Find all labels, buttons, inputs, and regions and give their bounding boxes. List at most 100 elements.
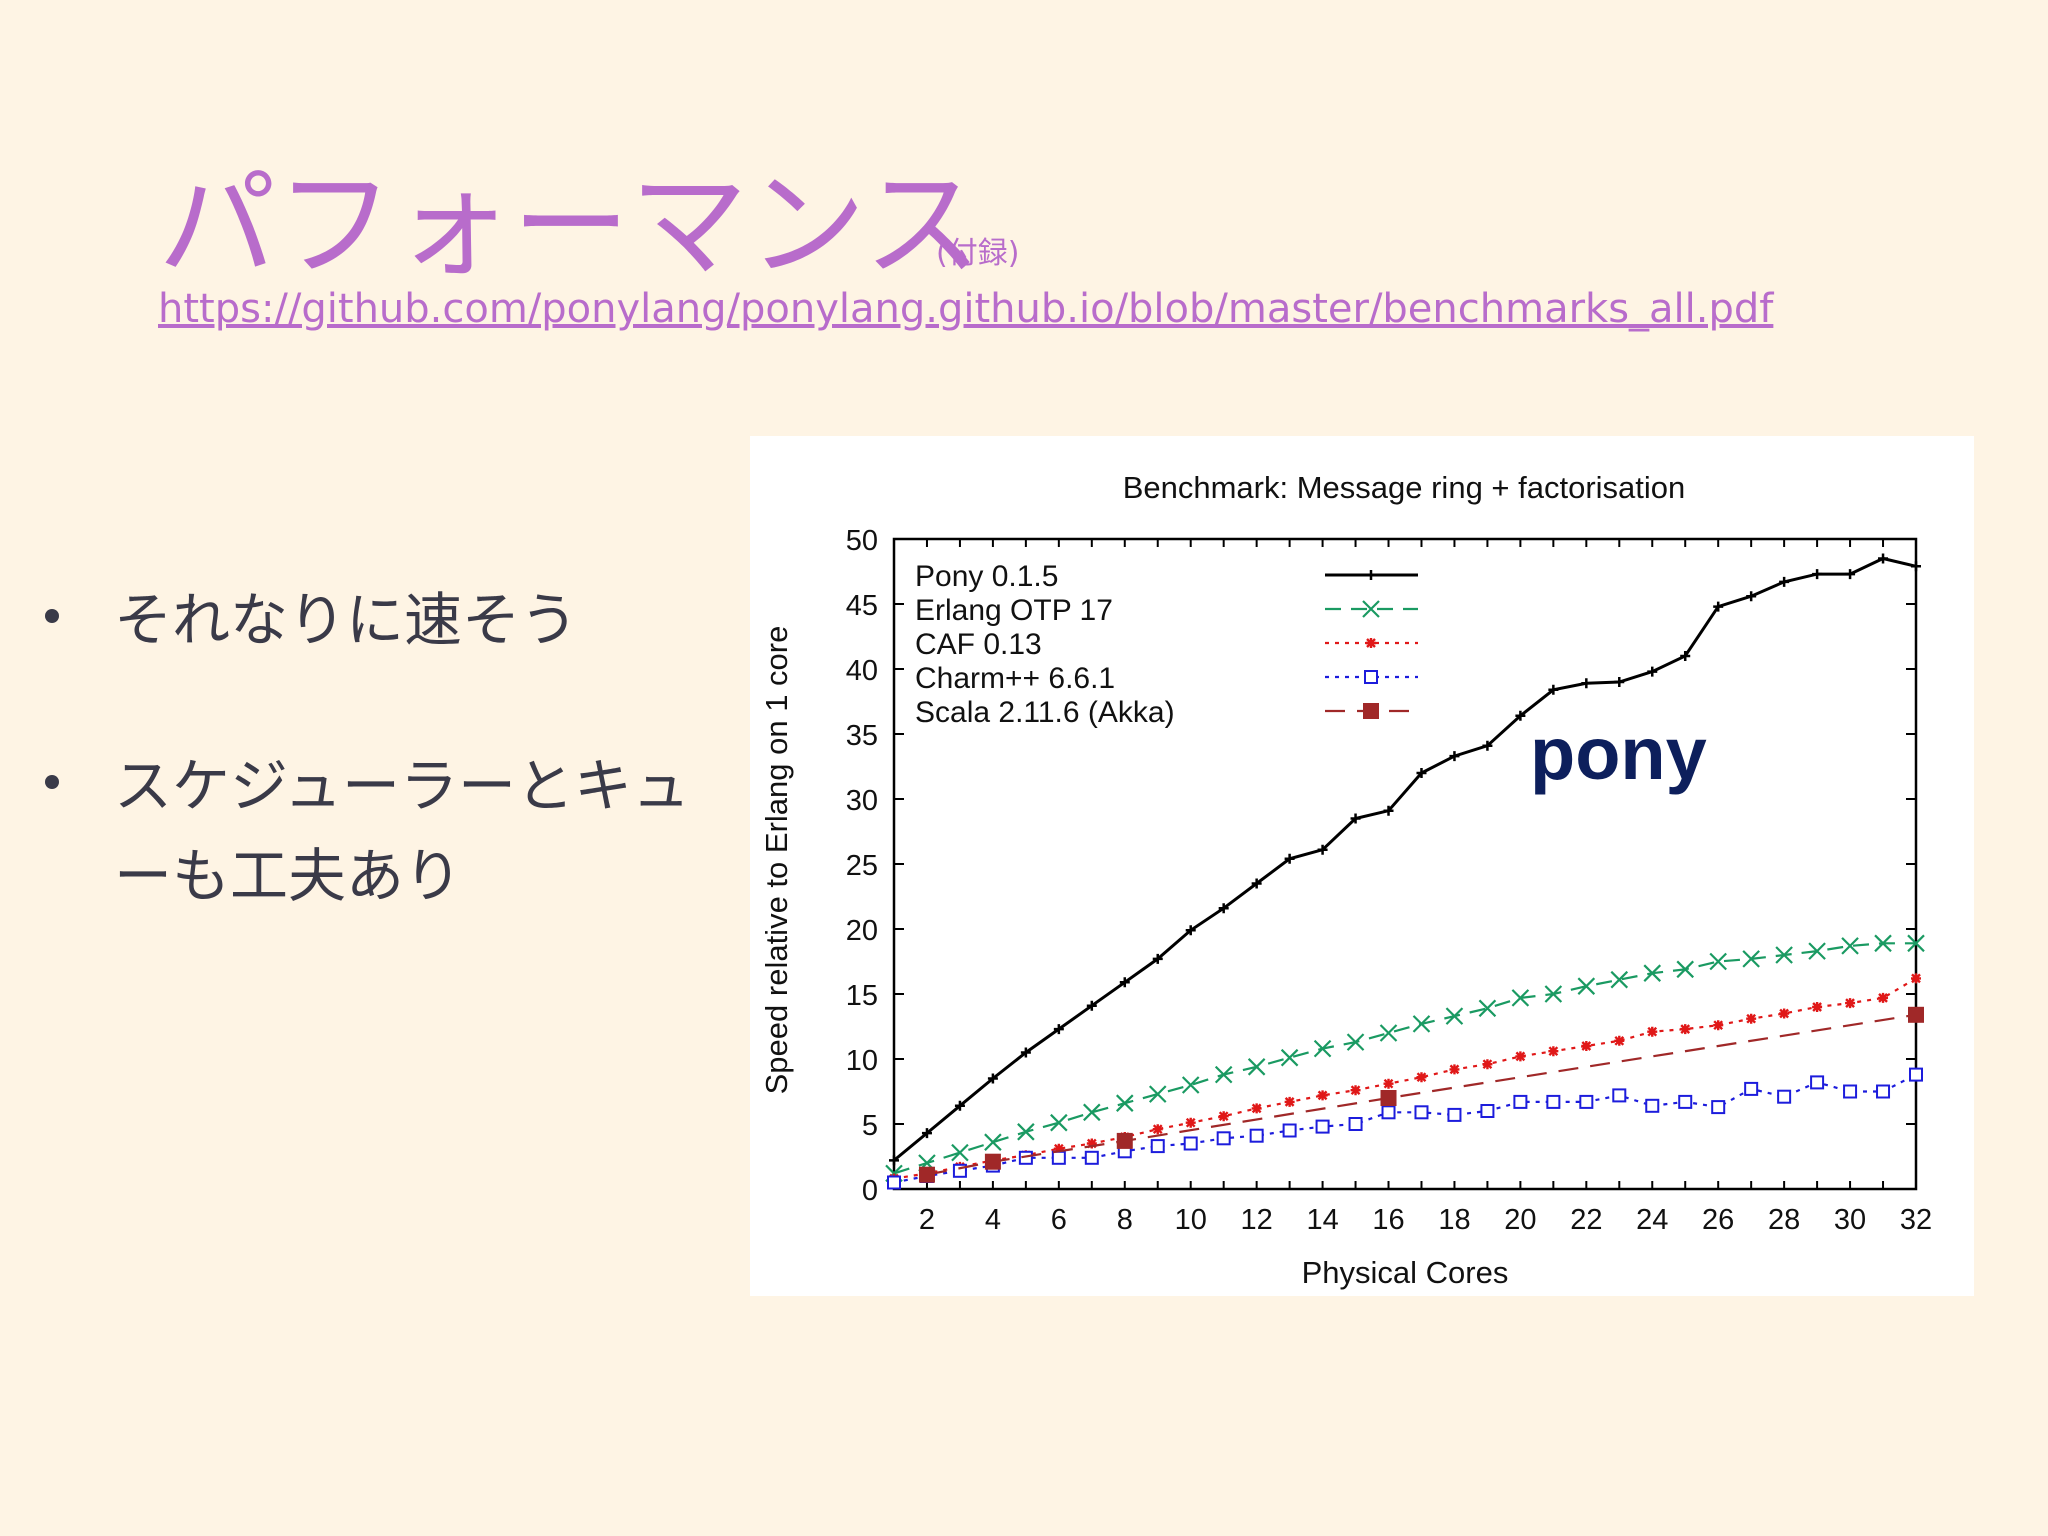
data-point bbox=[1346, 1033, 1365, 1051]
data-point bbox=[1214, 1065, 1233, 1084]
x-tick-label: 12 bbox=[1241, 1204, 1273, 1236]
data-point bbox=[1148, 1085, 1167, 1103]
data-point bbox=[987, 1073, 998, 1084]
slide-title: パフォーマンス bbox=[158, 156, 982, 294]
data-point bbox=[1647, 1026, 1658, 1037]
data-point bbox=[1380, 1090, 1397, 1106]
series-4 bbox=[918, 1006, 1924, 1183]
data-point bbox=[1746, 1013, 1757, 1024]
data-point bbox=[1878, 992, 1889, 1003]
data-point bbox=[1907, 934, 1925, 953]
data-point bbox=[1647, 666, 1658, 677]
x-tick-label: 4 bbox=[985, 1204, 1001, 1236]
data-point bbox=[1548, 684, 1559, 695]
x-tick-label: 32 bbox=[1900, 1204, 1932, 1236]
data-point bbox=[1282, 1123, 1297, 1138]
benchmark-chart-panel: Benchmark: Message ring + factorisation … bbox=[750, 436, 1974, 1296]
legend-label: CAF 0.13 bbox=[915, 628, 1042, 661]
data-point bbox=[1742, 950, 1760, 968]
data-point bbox=[1680, 651, 1691, 661]
y-tick-label: 15 bbox=[846, 980, 878, 1012]
source-link[interactable]: https://github.com/ponylang/ponylang.git… bbox=[158, 286, 1774, 332]
series-3 bbox=[887, 1067, 1923, 1190]
series-line bbox=[893, 942, 1916, 1175]
data-point bbox=[1315, 1119, 1330, 1134]
data-point bbox=[1643, 964, 1662, 982]
data-point bbox=[1812, 569, 1823, 580]
data-point bbox=[1544, 985, 1563, 1003]
data-point bbox=[1548, 1046, 1559, 1057]
y-axis-label: Speed relative to Erlang on 1 core bbox=[759, 626, 794, 1095]
data-point bbox=[1878, 553, 1889, 564]
data-point bbox=[1713, 1020, 1724, 1031]
data-point bbox=[1645, 1098, 1660, 1113]
x-tick-label: 18 bbox=[1438, 1204, 1470, 1236]
data-point bbox=[1348, 1117, 1363, 1131]
data-point bbox=[1449, 751, 1460, 762]
data-point bbox=[1280, 1048, 1299, 1067]
data-point bbox=[889, 1155, 899, 1166]
data-point bbox=[1577, 977, 1596, 995]
benchmark-chart: Benchmark: Message ring + factorisation … bbox=[759, 470, 1932, 1290]
data-point bbox=[1746, 591, 1757, 602]
plot-frame bbox=[892, 537, 1918, 1191]
data-point bbox=[1366, 570, 1376, 580]
data-point bbox=[1416, 768, 1427, 778]
x-tick-label: 20 bbox=[1504, 1204, 1536, 1236]
data-point bbox=[1183, 1136, 1198, 1151]
series-line bbox=[893, 556, 1917, 1162]
data-point bbox=[951, 1143, 969, 1162]
legend-label: Charm++ 6.6.1 bbox=[915, 662, 1115, 695]
x-tick-label: 6 bbox=[1051, 1204, 1067, 1236]
data-point bbox=[1414, 1105, 1429, 1120]
x-tick-label: 2 bbox=[919, 1204, 935, 1236]
data-point bbox=[1777, 1089, 1792, 1104]
series-line bbox=[893, 1073, 1917, 1184]
y-tick-label: 40 bbox=[846, 655, 878, 687]
x-tick-label: 14 bbox=[1306, 1204, 1338, 1236]
data-point bbox=[1841, 937, 1859, 955]
legend-label: Pony 0.1.5 bbox=[915, 560, 1058, 593]
data-point bbox=[1614, 677, 1625, 687]
data-point bbox=[954, 1100, 965, 1111]
data-point bbox=[1350, 1085, 1361, 1096]
data-point bbox=[1383, 805, 1394, 816]
data-point bbox=[1511, 989, 1530, 1007]
data-point bbox=[1515, 1051, 1526, 1062]
data-point bbox=[1150, 1139, 1165, 1154]
data-point bbox=[1876, 1084, 1891, 1099]
data-point bbox=[1053, 1143, 1064, 1154]
bullet-dot bbox=[45, 609, 59, 623]
data-point bbox=[1678, 1094, 1693, 1109]
data-point bbox=[1313, 1039, 1332, 1058]
data-point bbox=[1185, 925, 1196, 936]
data-point bbox=[1515, 710, 1526, 721]
data-point bbox=[1447, 1107, 1462, 1122]
data-point bbox=[1612, 1088, 1627, 1103]
data-point bbox=[1251, 1103, 1262, 1114]
bullet-item: スケジューラーとキューも工夫あり bbox=[40, 741, 740, 921]
x-tick-label: 16 bbox=[1372, 1204, 1404, 1236]
data-point bbox=[1152, 1124, 1163, 1135]
data-point bbox=[1416, 1072, 1427, 1083]
bullet-item: それなりに速そう bbox=[40, 575, 740, 665]
data-point bbox=[1284, 853, 1295, 864]
data-point bbox=[1911, 973, 1921, 984]
data-point bbox=[1017, 1123, 1035, 1141]
data-point bbox=[1362, 600, 1380, 618]
data-point bbox=[1218, 903, 1229, 914]
data-point bbox=[1908, 1006, 1924, 1023]
data-point bbox=[1084, 1150, 1099, 1165]
data-point bbox=[1713, 601, 1724, 612]
data-point bbox=[1251, 878, 1262, 889]
data-point bbox=[1119, 977, 1130, 988]
data-point bbox=[921, 1128, 932, 1139]
data-point bbox=[1810, 1075, 1825, 1090]
x-tick-label: 28 bbox=[1768, 1204, 1800, 1236]
data-point bbox=[1083, 1103, 1101, 1122]
y-tick-label: 25 bbox=[846, 850, 878, 882]
x-tick-label: 10 bbox=[1175, 1204, 1207, 1236]
data-point bbox=[1482, 1059, 1493, 1070]
data-point bbox=[1050, 1113, 1068, 1132]
data-point bbox=[1676, 960, 1695, 979]
